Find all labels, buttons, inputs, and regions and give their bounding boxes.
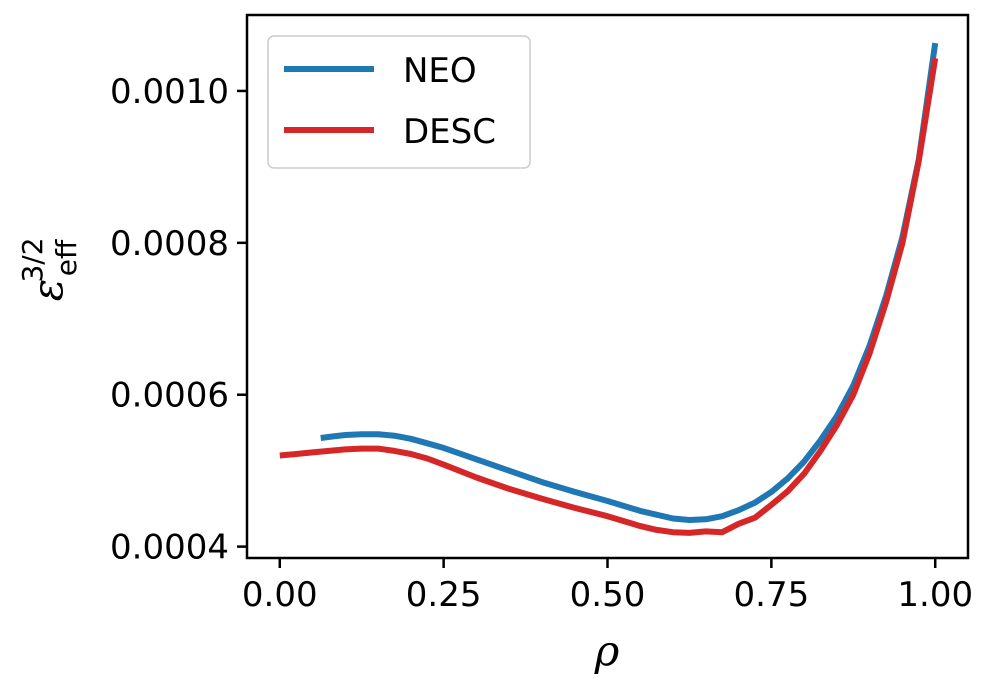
x-axis-ticks: 0.00 0.25 0.50 0.75 1.00 — [242, 558, 973, 615]
y-tick-label: 0.0010 — [110, 72, 229, 112]
series-layer — [279, 42, 939, 536]
x-axis-label: ρ — [594, 626, 620, 675]
legend: NEO DESC — [267, 35, 531, 169]
legend-label-desc: DESC — [403, 112, 496, 152]
y-axis-label-superscript: 3/2 — [16, 237, 49, 282]
x-tick-label: 0.25 — [406, 575, 482, 615]
legend-label-neo: NEO — [403, 51, 477, 91]
x-tick-label: 1.00 — [897, 575, 973, 615]
y-tick-label: 0.0006 — [110, 376, 229, 416]
y-tick-label: 0.0004 — [110, 528, 229, 568]
x-tick-label: 0.75 — [734, 575, 810, 615]
y-axis-label-subscript: eff — [50, 239, 83, 276]
x-tick-label: 0.50 — [570, 575, 646, 615]
series-line-desc — [279, 57, 939, 536]
y-axis-label-base: ε — [23, 279, 72, 302]
svg-text:ε: ε — [23, 279, 72, 302]
x-tick-label: 0.00 — [242, 575, 318, 615]
series-line-neo — [320, 42, 939, 523]
y-axis-label: ε eff 3/2 — [16, 237, 83, 301]
y-axis-ticks: 0.0004 0.0006 0.0008 0.0010 — [110, 72, 247, 568]
y-tick-label: 0.0008 — [110, 224, 229, 264]
